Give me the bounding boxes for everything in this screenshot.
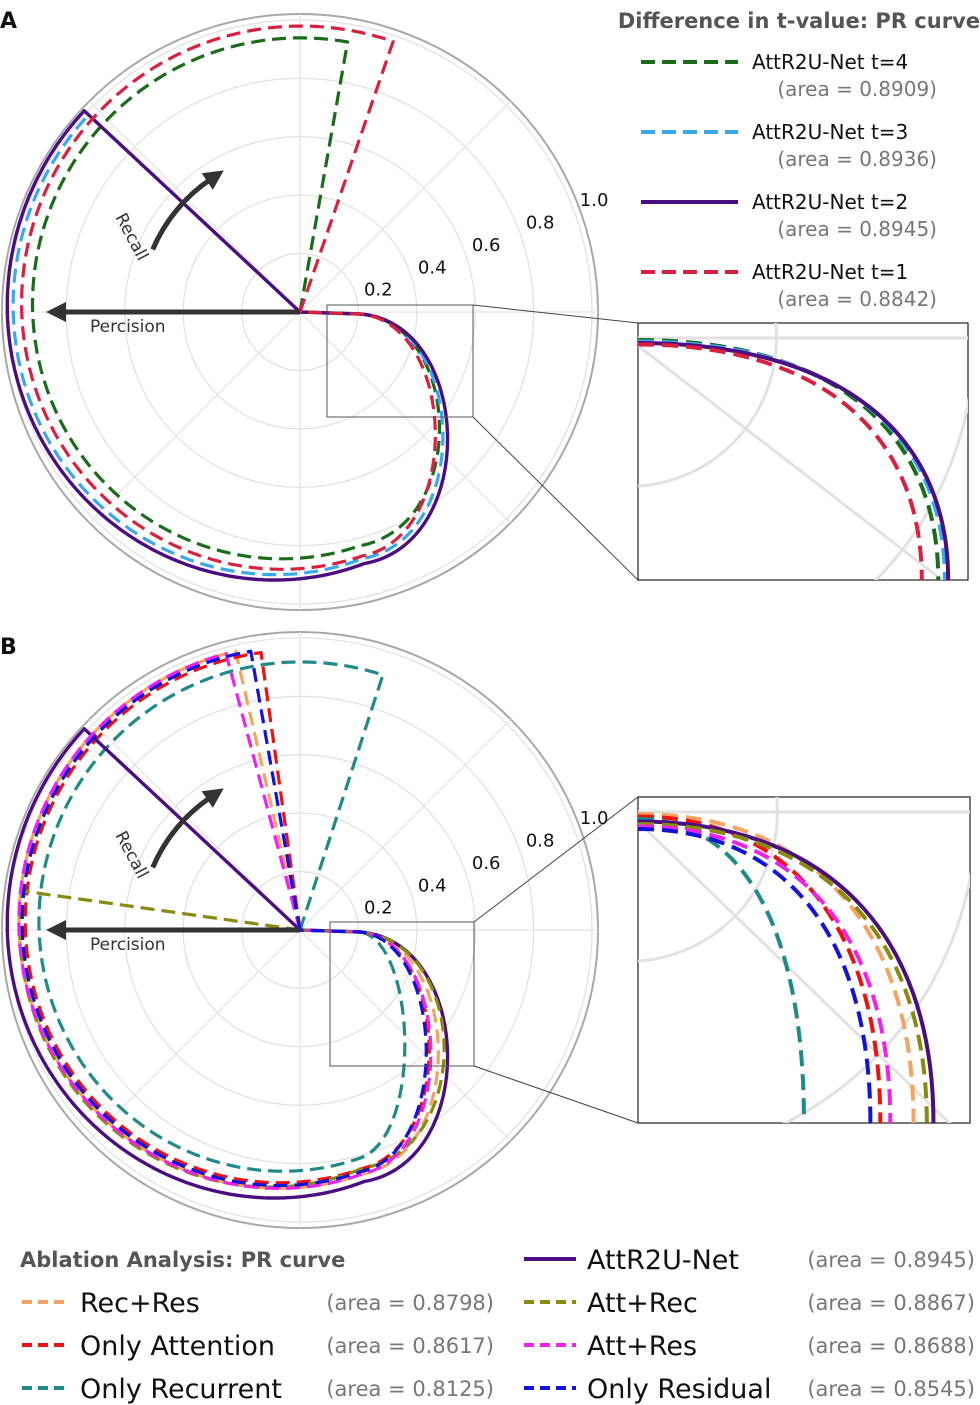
grid-spoke [299,100,512,313]
radial-tick-label: 0.6 [472,235,501,256]
percision-label: Percision [90,935,166,955]
zoom-connector [472,416,639,581]
panel-letter: A [0,9,17,34]
recall-arrow [150,788,224,869]
radial-tick-label: 0.8 [526,213,555,234]
series-line [5,727,450,1200]
legend-series-area: (area = 0.8688) [807,1334,975,1358]
legend-series-area: (area = 0.8842) [777,287,937,311]
legend-series-name: Only Residual [587,1374,771,1405]
radial-tick-label: 1.0 [580,808,609,829]
inset-frame [637,322,969,581]
inset-series-line [638,822,929,1123]
recall-arrow [150,170,224,251]
legend-series-area: (area = 0.8945) [777,217,937,241]
series-line [30,36,442,561]
series-line [20,649,428,1188]
inset-content [638,323,968,580]
zoom-connector [473,1065,639,1124]
legend-series-area: (area = 0.8545) [807,1377,975,1401]
radial-tick-label: 1.0 [580,190,609,211]
legend-series-area: (area = 0.8936) [777,147,937,171]
inset-grid-spoke [638,343,945,580]
legend-series-area: (area = 0.8125) [326,1377,494,1401]
series-line [11,113,445,577]
panel-letter: B [0,635,17,660]
series-line [5,109,450,582]
recall-label: Recall [111,210,152,264]
inset-series-line [638,342,924,580]
series-line [23,651,431,1185]
zoom-connector [473,796,639,923]
zoom-connector [472,304,639,324]
radial-tick-label: 0.6 [472,853,501,874]
grid-spoke [299,718,512,931]
legend-series-area: (area = 0.8867) [807,1291,975,1315]
legend-series-area: (area = 0.8798) [326,1291,494,1315]
radial-tick-label: 0.2 [364,898,393,919]
legend-title-a: Difference in t-value: PR curve [618,9,980,33]
inset-frame [637,796,971,1124]
recall-label: Recall [111,828,152,882]
grid-spoke [88,100,301,313]
zoom-box [326,304,474,418]
legend-series-name: AttR2U-Net t=1 [752,260,908,284]
radial-tick-label: 0.8 [526,831,555,852]
series-line [17,652,433,1190]
inset-content [638,797,970,1123]
legend-series-name: Only Recurrent [80,1374,282,1405]
legend-series-name: Only Attention [80,1331,275,1362]
legend-series-name: AttR2U-Net [587,1245,739,1276]
radial-tick-label: 0.4 [418,257,447,278]
radial-tick-label: 0.2 [364,280,393,301]
series-line [20,24,437,571]
legend-series-name: Att+Res [587,1331,697,1362]
legend-series-name: Rec+Res [80,1288,200,1319]
inset-series-line [638,338,941,580]
legend-series-name: Att+Rec [587,1288,698,1319]
inset-series-line [638,341,951,580]
legend-series-name: AttR2U-Net t=4 [752,50,908,74]
series-line [37,660,407,1173]
legend-series-area: (area = 0.8945) [807,1248,975,1272]
grid-spoke [88,311,301,524]
inset-series-line [638,824,893,1123]
radial-tick-label: 0.4 [418,875,447,896]
grid-spoke [88,718,301,931]
legend-series-area: (area = 0.8617) [326,1334,494,1358]
inset-series-line [638,819,936,1123]
inset-series-line [638,827,873,1123]
grid-spoke [88,929,301,1142]
legend-series-area: (area = 0.8909) [777,77,937,101]
legend-series-name: AttR2U-Net t=3 [752,120,908,144]
zoom-box [329,921,475,1067]
percision-label: Percision [90,317,166,337]
legend-title-b: Ablation Analysis: PR curve [20,1248,345,1272]
legend-series-name: AttR2U-Net t=2 [752,190,908,214]
